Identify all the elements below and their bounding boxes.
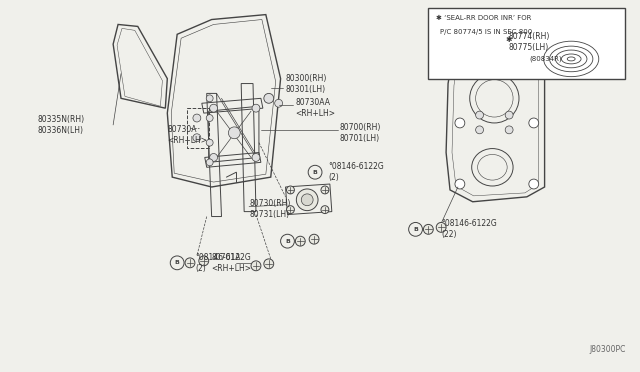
Circle shape — [206, 159, 213, 166]
Circle shape — [252, 154, 260, 161]
Bar — [428, 8, 625, 78]
Text: °08146-6122G
(2): °08146-6122G (2) — [195, 253, 251, 273]
Circle shape — [296, 236, 305, 246]
Circle shape — [436, 222, 446, 232]
Circle shape — [476, 126, 484, 134]
Text: B: B — [413, 227, 418, 232]
Circle shape — [505, 111, 513, 119]
Circle shape — [321, 186, 329, 194]
Circle shape — [210, 154, 218, 161]
Circle shape — [321, 206, 329, 214]
Text: B: B — [175, 260, 180, 265]
Circle shape — [424, 224, 433, 234]
Circle shape — [252, 104, 260, 112]
Circle shape — [206, 115, 213, 122]
Text: (80834R): (80834R) — [530, 56, 563, 62]
Circle shape — [455, 179, 465, 189]
Text: °08146-6122G
(22): °08146-6122G (22) — [441, 219, 497, 240]
Circle shape — [206, 139, 213, 146]
Circle shape — [264, 93, 274, 103]
Text: 80730(RH)
80731(LH): 80730(RH) 80731(LH) — [249, 199, 291, 219]
Circle shape — [308, 165, 322, 179]
Circle shape — [185, 258, 195, 268]
Circle shape — [505, 126, 513, 134]
Circle shape — [170, 256, 184, 270]
Circle shape — [529, 179, 539, 189]
Text: 80774(RH)
80775(LH): 80774(RH) 80775(LH) — [508, 32, 550, 52]
Circle shape — [529, 118, 539, 128]
Circle shape — [476, 111, 484, 119]
Circle shape — [199, 256, 209, 266]
Text: 80700(RH)
80701(LH): 80700(RH) 80701(LH) — [340, 123, 381, 143]
Circle shape — [275, 99, 283, 107]
Circle shape — [264, 259, 274, 269]
Text: 80730A
<RH+LH>: 80730A <RH+LH> — [167, 125, 207, 145]
Text: J80300PC: J80300PC — [589, 346, 625, 355]
Circle shape — [251, 261, 261, 271]
Text: P/C 80774/5 IS IN SEC.800: P/C 80774/5 IS IN SEC.800 — [440, 29, 532, 35]
Text: 80701A
<RH+LH>: 80701A <RH+LH> — [212, 253, 252, 273]
Circle shape — [301, 194, 313, 206]
Text: B: B — [285, 239, 290, 244]
Circle shape — [210, 104, 218, 112]
Circle shape — [309, 234, 319, 244]
Circle shape — [228, 127, 240, 139]
Text: 80730AA
<RH+LH>: 80730AA <RH+LH> — [296, 98, 335, 118]
Text: ✱ ‘SEAL-RR DOOR INR’ FOR: ✱ ‘SEAL-RR DOOR INR’ FOR — [436, 15, 532, 20]
Circle shape — [455, 54, 465, 64]
Text: B: B — [312, 170, 317, 175]
Text: 80300(RH)
80301(LH): 80300(RH) 80301(LH) — [285, 74, 327, 94]
Circle shape — [409, 222, 422, 236]
Circle shape — [193, 134, 201, 142]
Circle shape — [287, 186, 294, 194]
Circle shape — [296, 189, 318, 211]
Circle shape — [529, 54, 539, 64]
Circle shape — [280, 234, 294, 248]
Text: °08146-6122G
(2): °08146-6122G (2) — [328, 162, 383, 182]
Circle shape — [455, 118, 465, 128]
Circle shape — [206, 95, 213, 102]
Circle shape — [193, 114, 201, 122]
Circle shape — [287, 206, 294, 214]
Text: 80335N(RH)
80336N(LH): 80335N(RH) 80336N(LH) — [37, 115, 84, 135]
Text: ✱: ✱ — [505, 35, 511, 44]
